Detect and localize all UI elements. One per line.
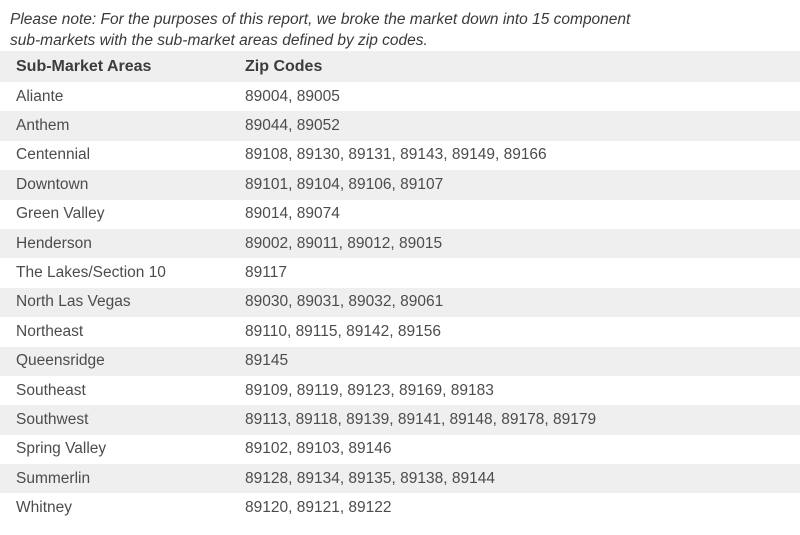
table-row: Green Valley 89014, 89074 — [0, 200, 800, 229]
table-row: North Las Vegas 89030, 89031, 89032, 8906… — [0, 287, 800, 318]
zip-codes-cell: 89044, 89052 — [245, 111, 800, 141]
zip-codes-cell: 89004, 89005 — [245, 87, 340, 105]
submarket-area-cell: Anthem — [0, 111, 245, 141]
table-row: Summerlin 89128, 89134, 89135, 89138, 891… — [0, 464, 800, 494]
submarket-area-cell: Southeast — [16, 381, 86, 399]
zip-codes-cell: 89145 — [245, 346, 800, 376]
zip-codes-cell: 89128, 89134, 89135, 89138, 89144 — [245, 464, 800, 494]
submarket-area-cell: Spring Valley — [16, 440, 107, 458]
table-row: Henderson 89002, 89011, 89012, 89015 — [0, 228, 800, 259]
table-row: Spring Valley 89102, 89103, 89146 — [0, 435, 800, 464]
table-row: Southeast 89109, 89119, 89123, 89169, 891… — [0, 376, 800, 405]
table-row: Centennial 89108, 89130, 89131, 89143, 89… — [0, 141, 800, 170]
report-note-line-1: Please note: For the purposes of this re… — [10, 11, 631, 28]
zip-codes-cell: 89002, 89011, 89012, 89015 — [245, 228, 800, 259]
submarket-area-cell: Southwest — [0, 405, 245, 435]
report-note: Please note: For the purposes of this re… — [0, 0, 800, 51]
submarket-area-cell: Centennial — [16, 146, 91, 164]
table-row: Aliante 89004, 89005 — [0, 82, 800, 111]
submarket-area-cell: Northeast — [16, 322, 84, 340]
submarket-area-cell: North Las Vegas — [0, 287, 245, 318]
submarket-zip-table: Sub-Market Areas Zip Codes Aliante 89004,… — [0, 51, 800, 523]
table-row: The Lakes/Section 10 89117 — [0, 258, 800, 287]
zip-codes-cell: 89102, 89103, 89146 — [245, 440, 392, 458]
zip-codes-cell: 89117 — [245, 264, 287, 282]
column-header-submarket-areas: Sub-Market Areas — [0, 51, 245, 82]
zip-codes-cell: 89113, 89118, 89139, 89141, 89148, 89178… — [245, 405, 800, 435]
table-row: Queensridge 89145 — [0, 346, 800, 376]
zip-codes-cell: 89030, 89031, 89032, 89061 — [245, 287, 800, 318]
submarket-area-cell: Aliante — [16, 87, 64, 105]
zip-codes-cell: 89108, 89130, 89131, 89143, 89149, 89166 — [245, 146, 547, 164]
report-note-line-2: sub-markets with the sub-market areas de… — [10, 32, 428, 49]
submarket-area-cell: The Lakes/Section 10 — [16, 264, 166, 282]
zip-codes-cell: 89014, 89074 — [245, 205, 340, 223]
table-row: Northeast 89110, 89115, 89142, 89156 — [0, 317, 800, 346]
zip-codes-cell: 89109, 89119, 89123, 89169, 89183 — [245, 381, 494, 399]
table-body: Aliante 89004, 89005 Anthem 89044, 89052 Cen… — [0, 82, 800, 523]
table-row: Anthem 89044, 89052 — [0, 111, 800, 141]
submarket-area-cell: Queensridge — [0, 346, 245, 376]
submarket-area-cell: Henderson — [0, 228, 245, 259]
zip-codes-cell: 89101, 89104, 89106, 89107 — [245, 170, 800, 200]
submarket-area-cell: Green Valley — [16, 205, 105, 223]
submarket-area-cell: Whitney — [16, 499, 72, 517]
table-row: Whitney 89120, 89121, 89122 — [0, 493, 800, 522]
table-row: Downtown 89101, 89104, 89106, 89107 — [0, 170, 800, 200]
submarket-area-cell: Summerlin — [0, 464, 245, 494]
zip-codes-cell: 89110, 89115, 89142, 89156 — [245, 322, 441, 340]
submarket-area-cell: Downtown — [0, 170, 245, 200]
column-header-zip-codes: Zip Codes — [245, 51, 800, 82]
table-header-row: Sub-Market Areas Zip Codes — [0, 51, 800, 82]
zip-codes-cell: 89120, 89121, 89122 — [245, 499, 392, 517]
table-row: Southwest 89113, 89118, 89139, 89141, 891… — [0, 405, 800, 435]
